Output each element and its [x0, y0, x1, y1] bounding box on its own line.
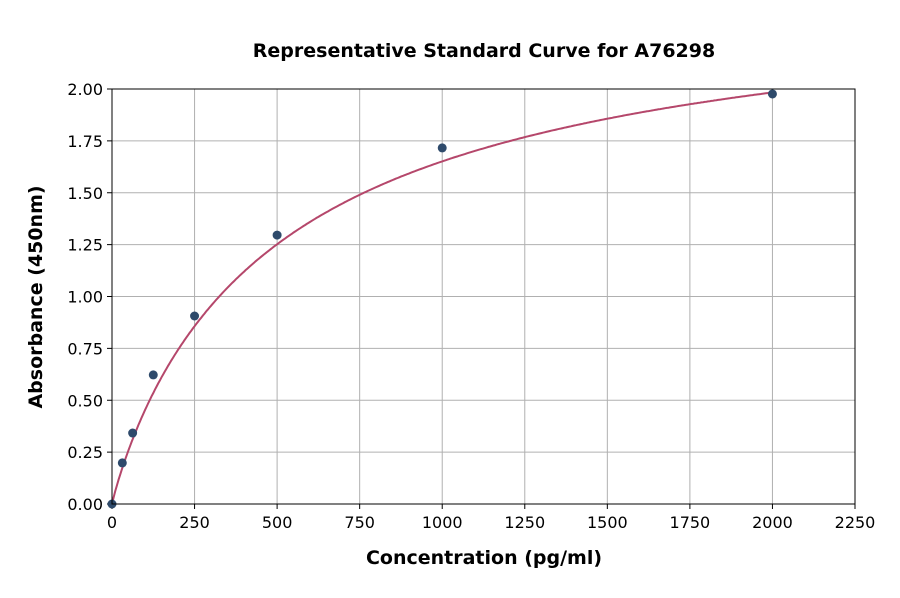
- fit-curve: [111, 91, 773, 505]
- x-tick-label: 1000: [422, 513, 463, 532]
- y-tick-label: 1.50: [67, 184, 103, 203]
- data-point: [767, 89, 777, 99]
- x-tick-label: 1250: [504, 513, 545, 532]
- y-tick-label: 2.00: [67, 80, 103, 99]
- chart-title: Representative Standard Curve for A76298: [253, 40, 715, 62]
- data-point: [272, 230, 282, 240]
- x-tick-label: 250: [179, 513, 210, 532]
- x-tick-label: 2250: [835, 513, 876, 532]
- plot-frame: [111, 88, 856, 505]
- x-tick-label: 750: [344, 513, 375, 532]
- data-point: [437, 143, 447, 153]
- y-tick-label: 0.50: [67, 391, 103, 410]
- data-point: [190, 311, 200, 321]
- y-tick-label: 1.75: [67, 132, 103, 151]
- data-point: [117, 458, 127, 468]
- data-point: [148, 370, 158, 380]
- x-axis-label: Concentration (pg/ml): [366, 547, 602, 569]
- y-tick-label: 0.00: [67, 495, 103, 514]
- y-tick-label: 0.75: [67, 339, 103, 358]
- y-axis-label: Absorbance (450nm): [25, 185, 47, 408]
- data-point: [128, 428, 138, 438]
- x-tick-label: 2000: [752, 513, 793, 532]
- y-tick-label: 1.25: [67, 236, 103, 255]
- x-tick-label: 1500: [587, 513, 628, 532]
- x-tick-label: 500: [262, 513, 293, 532]
- x-tick-label: 0: [107, 513, 117, 532]
- x-tick-label: 1750: [670, 513, 711, 532]
- y-tick-label: 0.25: [67, 443, 103, 462]
- y-tick-label: 1.00: [67, 288, 103, 307]
